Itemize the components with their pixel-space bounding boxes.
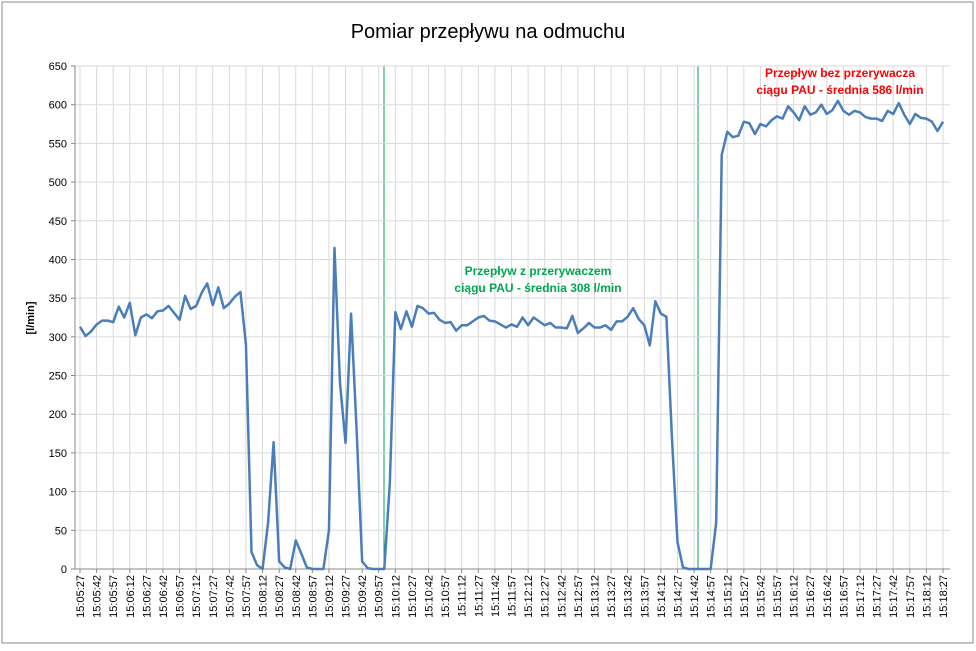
y-tick-label: 100 [49, 487, 67, 499]
x-tick-label: 15:12:12 [523, 575, 535, 618]
x-tick-label: 15:08:27 [274, 575, 286, 618]
y-tick-label: 250 [49, 371, 67, 383]
x-tick-label: 15:06:57 [175, 575, 187, 618]
x-tick-label: 15:17:12 [855, 575, 867, 618]
x-tick-label: 15:14:42 [689, 575, 701, 618]
annotation: ciągu PAU - średnia 586 l/min [756, 83, 923, 97]
x-tick-label: 15:17:42 [888, 575, 900, 618]
x-tick-label: 15:07:27 [208, 575, 220, 618]
x-tick-label: 15:12:42 [556, 575, 568, 618]
x-tick-label: 15:16:12 [789, 575, 801, 618]
x-tick-label: 15:11:12 [457, 575, 469, 617]
x-tick-label: 15:05:57 [108, 575, 120, 618]
x-tick-label: 15:08:57 [307, 575, 319, 618]
x-tick-label: 15:07:12 [191, 575, 203, 618]
x-tick-label: 15:10:27 [407, 575, 419, 618]
x-tick-label: 15:05:42 [92, 575, 104, 618]
x-tick-label: 15:15:42 [755, 575, 767, 618]
x-tick-label: 15:13:57 [639, 575, 651, 618]
x-tick-label: 15:14:57 [706, 575, 718, 618]
annotation: Przepływ bez przerywacza [765, 66, 915, 80]
x-tick-label: 15:10:12 [390, 575, 402, 618]
x-tick-label: 15:14:12 [656, 575, 668, 618]
x-tick-label: 15:09:57 [374, 575, 386, 618]
x-tick-label: 15:13:27 [606, 575, 618, 618]
x-tick-label: 15:11:57 [507, 575, 519, 617]
x-tick-label: 15:05:27 [75, 575, 87, 618]
x-tick-label: 15:16:42 [822, 575, 834, 618]
x-tick-label: 15:09:12 [324, 575, 336, 618]
y-tick-label: 200 [49, 409, 67, 421]
x-tick-label: 15:13:42 [623, 575, 635, 618]
chart-title: Pomiar przepływu na odmuchu [351, 21, 626, 43]
x-tick-label: 15:18:12 [921, 575, 933, 618]
x-tick-label: 15:13:12 [589, 575, 601, 618]
y-tick-label: 650 [49, 61, 67, 73]
x-tick-label: 15:15:57 [772, 575, 784, 618]
x-tick-label: 15:15:27 [739, 575, 751, 618]
x-tick-label: 15:08:12 [258, 575, 270, 618]
x-tick-label: 15:06:42 [158, 575, 170, 618]
y-tick-label: 450 [49, 216, 67, 228]
y-tick-label: 0 [61, 564, 67, 576]
x-tick-label: 15:11:42 [490, 575, 502, 617]
y-tick-label: 50 [55, 525, 67, 537]
y-tick-label: 150 [49, 448, 67, 460]
y-tick-label: 350 [49, 293, 67, 305]
x-tick-label: 15:10:42 [424, 575, 436, 618]
x-tick-label: 15:08:42 [291, 575, 303, 618]
x-tick-label: 15:16:57 [838, 575, 850, 618]
data-line [78, 99, 945, 571]
y-tick-label: 300 [49, 332, 67, 344]
y-tick-label: 500 [49, 177, 67, 189]
x-tick-label: 15:12:57 [573, 575, 585, 618]
y-tick-label: 550 [49, 138, 67, 150]
x-tick-label: 15:17:57 [905, 575, 917, 618]
x-tick-label: 15:06:27 [141, 575, 153, 618]
x-tick-label: 15:07:42 [224, 575, 236, 618]
x-tick-label: 15:18:27 [938, 575, 950, 618]
x-tick-label: 15:15:12 [722, 575, 734, 618]
y-axis-label: [l/min] [25, 301, 37, 334]
x-tick-label: 15:10:57 [440, 575, 452, 618]
annotation: Przepływ z przerywaczem [465, 264, 612, 278]
y-tick-label: 400 [49, 254, 67, 266]
x-tick-label: 15:16:27 [805, 575, 817, 618]
x-tick-label: 15:11:27 [473, 575, 485, 617]
x-tick-label: 15:14:27 [672, 575, 684, 618]
x-tick-label: 15:09:27 [341, 575, 353, 618]
x-tick-label: 15:06:12 [125, 575, 137, 618]
x-tick-label: 15:07:57 [241, 575, 253, 618]
y-tick-label: 600 [49, 100, 67, 112]
x-tick-label: 15:09:42 [357, 575, 369, 618]
x-tick-label: 15:12:27 [540, 575, 552, 618]
x-tick-label: 15:17:27 [872, 575, 884, 618]
annotation: ciągu PAU - średnia 308 l/min [454, 281, 621, 295]
